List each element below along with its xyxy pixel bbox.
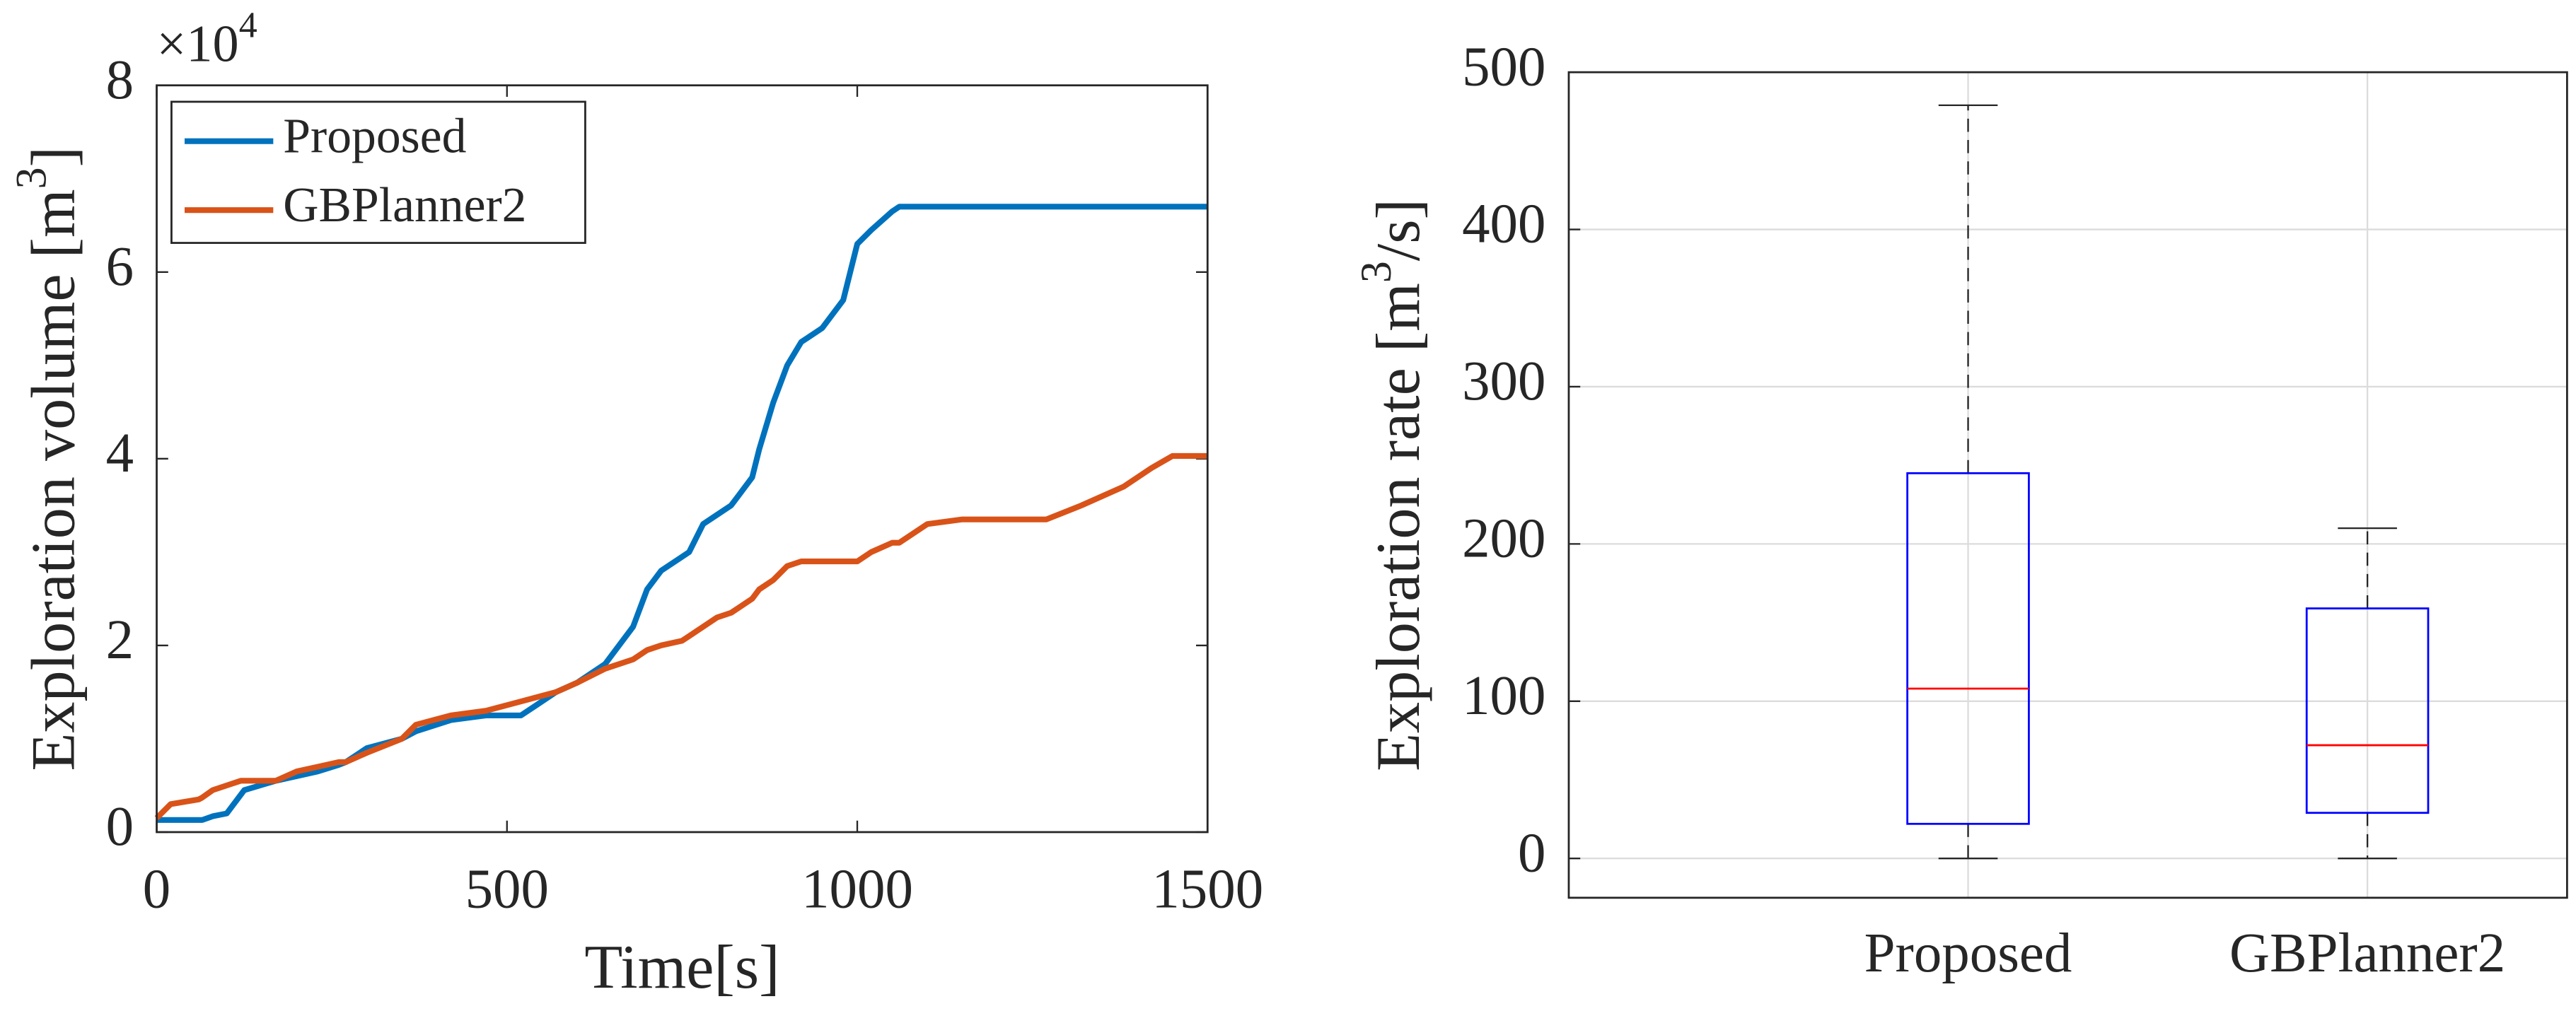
y-tick-label: 8 <box>106 49 134 111</box>
y-tick-label: 100 <box>1462 665 1545 727</box>
x-tick-label: GBPlanner2 <box>2229 923 2505 984</box>
y-axis-label-part: 3 <box>8 168 56 189</box>
y-tick-label: 200 <box>1462 508 1545 569</box>
y-multiplier: ×104 <box>157 6 257 74</box>
y-tick-label: 0 <box>1518 822 1545 884</box>
y-tick-label: 400 <box>1462 194 1545 255</box>
y-tick-label: 4 <box>106 423 134 484</box>
y-axis-label-part: 3 <box>1352 261 1400 283</box>
axes-box <box>156 84 1209 834</box>
x-tick-label: 500 <box>465 858 549 920</box>
axes-box <box>1567 71 2568 899</box>
line-series <box>154 452 1208 821</box>
box <box>2305 607 2430 814</box>
y-multiplier-part: 4 <box>239 6 257 46</box>
y-axis-label-part: Exploration volume [m <box>19 189 88 771</box>
y-tick-label: 2 <box>106 609 134 671</box>
legend-label: GBPlanner2 <box>283 178 526 233</box>
y-tick-label: 500 <box>1462 36 1545 98</box>
legend-label: Proposed <box>283 110 466 164</box>
x-tick-label: 0 <box>143 858 170 920</box>
y-tick-label: 0 <box>106 796 134 858</box>
y-axis-label: Exploration volume [m3] <box>8 146 88 771</box>
y-multiplier-part: ×10 <box>157 16 239 74</box>
y-axis-label: Exploration rate [m3/s] <box>1352 199 1433 771</box>
legend-box <box>170 100 586 244</box>
y-axis-label-part: Exploration rate [m <box>1364 283 1433 771</box>
x-tick-label: 1500 <box>1151 858 1263 920</box>
y-axis-label-part: /s] <box>1364 199 1433 261</box>
y-tick-label: 300 <box>1462 351 1545 412</box>
y-axis-label-part: ] <box>19 146 88 167</box>
y-tick-label: 6 <box>106 236 134 298</box>
x-tick-label: Proposed <box>1864 923 2072 984</box>
x-axis-label: Time[s] <box>584 933 779 1002</box>
box <box>1906 472 2030 825</box>
x-tick-label: 1000 <box>801 858 913 920</box>
